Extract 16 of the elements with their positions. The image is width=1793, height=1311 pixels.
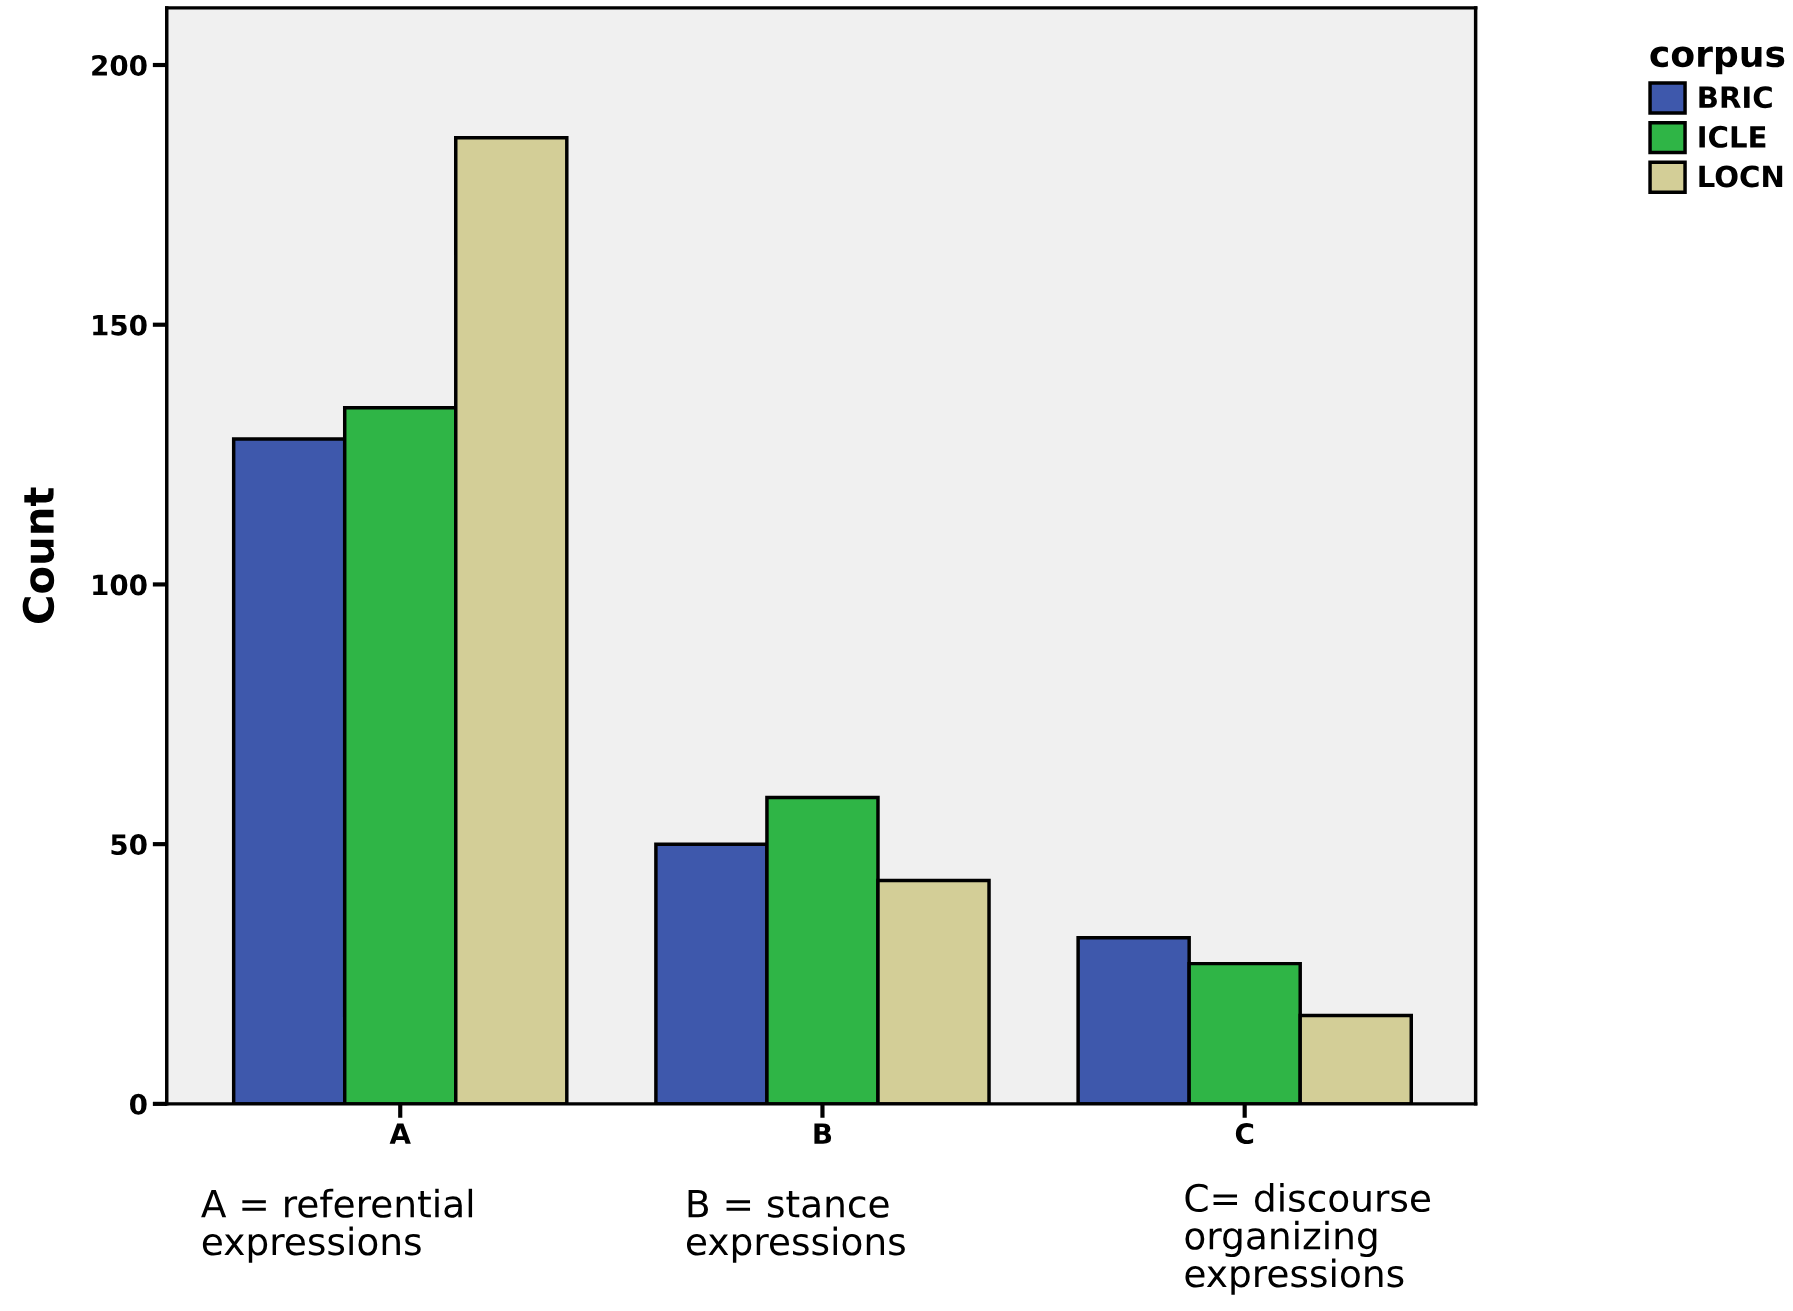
y-tick-label: 0	[130, 1093, 147, 1115]
legend-label: LOCN	[1699, 165, 1783, 188]
text: C= discourse organizing expressions	[1185, 1183, 1431, 1295]
y-tick-label: 200	[92, 54, 147, 76]
y-tick-label: 100	[93, 574, 147, 596]
y-tick-label: 150	[93, 314, 147, 336]
legend-label: BRIC	[1699, 86, 1772, 109]
legend-label: ICLE	[1699, 125, 1766, 148]
text: A = referential expressions	[201, 1188, 473, 1263]
text: B = stance expressions	[686, 1189, 905, 1263]
x-tick-label: C	[1235, 1123, 1254, 1145]
x-tick-label: B	[814, 1123, 832, 1144]
y-axis-title: Count	[22, 487, 55, 624]
x-tick-label: A	[389, 1123, 411, 1144]
legend-title: corpus	[1650, 46, 1785, 75]
y-tick-label: 50	[111, 834, 147, 856]
